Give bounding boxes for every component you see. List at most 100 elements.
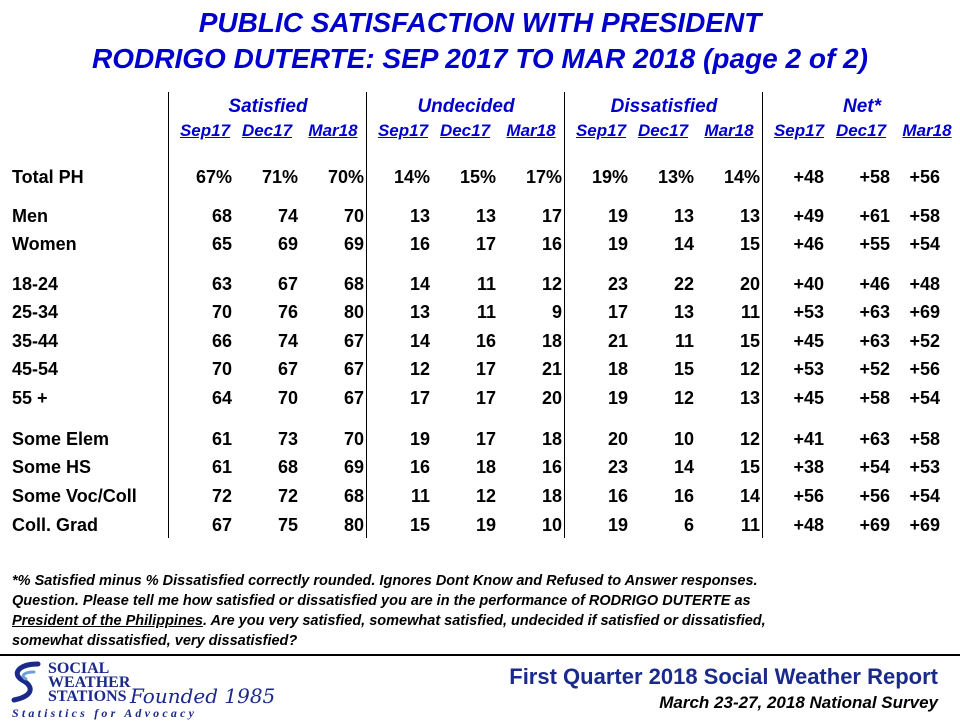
table-cell: 10	[673, 429, 694, 449]
table-cell: 11	[410, 486, 430, 506]
table-cell: 11	[476, 274, 496, 294]
table-cell: 13	[739, 388, 760, 408]
footnote-underlined: President of the Philippines	[12, 613, 203, 629]
table-cell: +63	[859, 429, 890, 449]
table-cell: +40	[793, 274, 824, 294]
column-divider	[762, 92, 763, 538]
table-cell: 80	[343, 515, 364, 535]
table-cell: 13	[409, 302, 430, 322]
table-cell: 17	[475, 388, 496, 408]
row-label: 55 +	[12, 388, 48, 408]
table-cell: +52	[909, 331, 940, 351]
table-cell: 18	[475, 457, 496, 477]
table-cell: 21	[541, 359, 562, 379]
logo-tagline: Statistics for Advocacy	[12, 706, 198, 720]
table-cell: +52	[859, 359, 890, 379]
period-header: Sep17	[575, 121, 627, 140]
period-header: Sep17	[377, 121, 429, 140]
row-label: 35-44	[12, 331, 59, 351]
table-cell: +48	[793, 515, 824, 535]
table-cell: +53	[793, 359, 824, 379]
table-cell: 67	[277, 274, 298, 294]
table-cell: +58	[909, 206, 940, 226]
title-line-2: RODRIGO DUTERTE: SEP 2017 TO MAR 2018 (p…	[92, 43, 868, 74]
table-cell: 23	[607, 457, 628, 477]
footnote-line-3: . Are you very satisfied, somewhat satis…	[202, 613, 766, 629]
row-label: 18-24	[12, 274, 59, 294]
group-header-net: Net*	[842, 96, 881, 117]
table-cell: 15	[739, 331, 760, 351]
table-cell: 74	[277, 331, 298, 351]
row-label: Women	[12, 234, 77, 254]
table-cell: +49	[793, 206, 824, 226]
report-title: First Quarter 2018 Social Weather Report	[509, 664, 938, 689]
table-cell: 22	[673, 274, 694, 294]
table-cell: 75	[277, 515, 298, 535]
table-cell: 67	[277, 359, 298, 379]
table-cell: 12	[541, 274, 562, 294]
period-header: Sep17	[179, 121, 231, 140]
swirl-logo-icon	[11, 661, 41, 703]
table-cell: +61	[859, 206, 890, 226]
table-cell: +69	[909, 302, 940, 322]
table-cell: 18	[541, 429, 562, 449]
row-label: Coll. Grad	[12, 515, 99, 535]
table-cell: 76	[277, 302, 298, 322]
table-cell: 13	[673, 206, 694, 226]
table-cell: 11	[476, 302, 496, 322]
report-subtitle: March 23-27, 2018 National Survey	[659, 693, 938, 712]
column-divider	[564, 92, 565, 538]
row-label: Men	[12, 206, 48, 226]
table-cell: +53	[909, 457, 940, 477]
table-cell: +69	[859, 515, 890, 535]
logo-line-1: SOCIAL	[48, 660, 110, 677]
table-cell: 14	[673, 457, 694, 477]
period-header: Dec17	[241, 121, 293, 140]
logo-founded: Founded 1985	[130, 684, 276, 708]
table-cell: 67	[343, 331, 364, 351]
table-cell: 17	[541, 206, 562, 226]
table-cell: 17	[607, 302, 628, 322]
table-cell: 16	[673, 486, 694, 506]
table-cell: 69	[277, 234, 298, 254]
table-cell: 70	[343, 429, 364, 449]
table-cell: +56	[909, 167, 940, 187]
table-cell: 67	[343, 388, 364, 408]
row-label: 25-34	[12, 302, 59, 322]
table-cell: 61	[211, 457, 232, 477]
table-cell: 71%	[261, 167, 298, 187]
table-cell: 70	[211, 359, 232, 379]
row-label: Some Elem	[12, 429, 110, 449]
period-header: Mar18	[902, 121, 952, 140]
table-cell: 12	[673, 388, 694, 408]
table-cell: 12	[739, 429, 760, 449]
table-cell: +38	[793, 457, 824, 477]
table-cell: 66	[211, 331, 232, 351]
table-cell: +46	[859, 274, 890, 294]
table-cell: +46	[793, 234, 824, 254]
table-cell: 19	[607, 515, 628, 535]
table-cell: 18	[541, 486, 562, 506]
group-header-undecided: Undecided	[417, 96, 515, 117]
period-header: Mar18	[704, 121, 754, 140]
table-cell: 17	[475, 234, 496, 254]
table-cell: 15	[673, 359, 694, 379]
table-cell: 20	[541, 388, 562, 408]
table-cell: 11	[740, 302, 760, 322]
table-cell: 11	[740, 515, 760, 535]
table-cell: 14	[673, 234, 694, 254]
table-cell: 19	[409, 429, 430, 449]
table-cell: 13	[475, 206, 496, 226]
table-cell: +56	[793, 486, 824, 506]
table-cell: 63	[211, 274, 232, 294]
table-cell: 64	[211, 388, 232, 408]
table-cell: +45	[793, 388, 824, 408]
table-cell: 68	[343, 274, 364, 294]
table-cell: +58	[859, 167, 890, 187]
period-header: Dec17	[637, 121, 689, 140]
table-cell: 13	[739, 206, 760, 226]
table-cell: 13	[673, 302, 694, 322]
table-cell: 72	[277, 486, 298, 506]
table-cell: 69	[343, 457, 364, 477]
period-header: Sep17	[773, 121, 825, 140]
